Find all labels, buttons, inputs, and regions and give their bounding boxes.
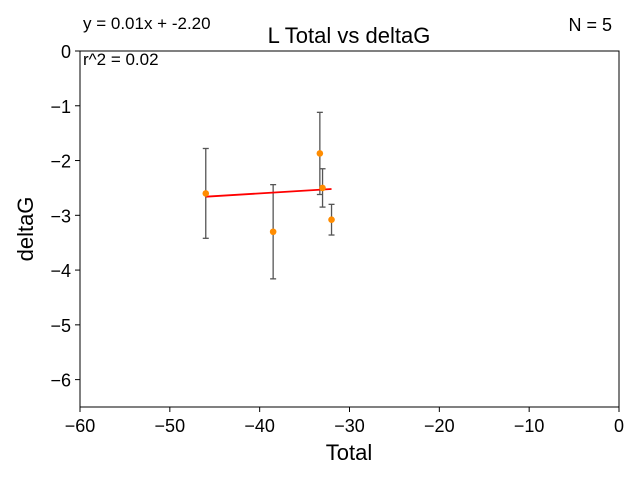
data-point [269,228,277,236]
sample-count-text: N = 5 [568,15,612,35]
x-tick-label: −40 [244,416,275,436]
fit-line-group [205,188,332,198]
x-tick-label: −50 [155,416,186,436]
r-squared-text: r^2 = 0.02 [83,50,159,69]
y-tick-label: −5 [50,316,71,336]
y-tick-label: −6 [50,371,71,391]
data-point [328,216,335,223]
y-tick-label: −1 [50,97,71,117]
data-point [319,184,326,192]
x-axis-label: Total [326,440,372,465]
regression-line [205,188,332,198]
chart-title: L Total vs deltaG [268,23,431,48]
y-axis-ticks: 0 −1 −2 −3 −4 −5 −6 [50,42,80,391]
y-tick-label: −2 [50,152,71,172]
x-tick-label: −60 [65,416,96,436]
x-tick-label: −30 [334,416,365,436]
x-tick-label: 0 [614,416,624,436]
data-point [316,150,324,157]
x-tick-label: −20 [424,416,455,436]
y-tick-label: 0 [61,42,71,62]
plot-area-frame [79,50,620,408]
y-axis-label: deltaG [13,197,38,262]
fit-equation-text: y = 0.01x + -2.20 [83,14,211,33]
x-axis-ticks: −60 −50 −40 −30 −20 −10 0 [65,407,624,436]
data-point [202,190,210,197]
y-tick-label: −4 [50,261,71,281]
x-tick-label: −10 [514,416,545,436]
data-points [202,150,335,236]
y-tick-label: −3 [50,206,71,226]
